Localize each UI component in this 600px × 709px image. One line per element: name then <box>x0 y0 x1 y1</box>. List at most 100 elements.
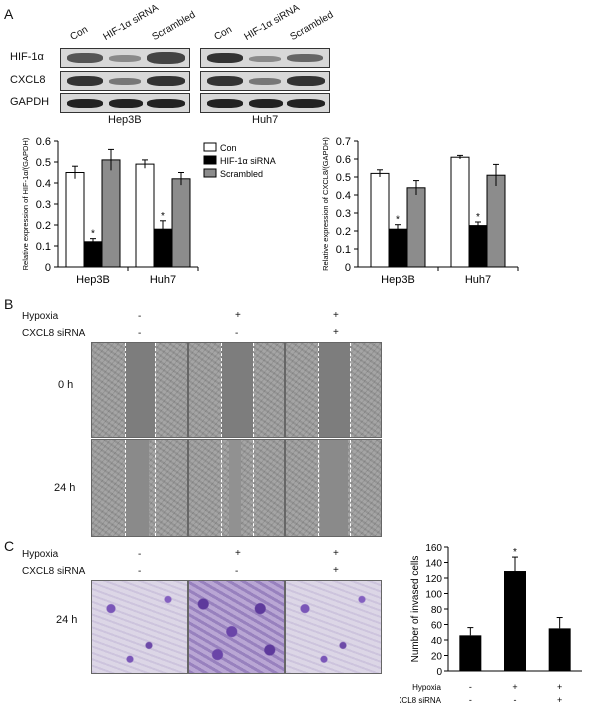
condition-label: CXCL8 siRNA <box>22 566 86 577</box>
significance-star: * <box>513 547 517 558</box>
condition-mark: + <box>235 310 241 321</box>
panel-label-c: C <box>4 538 15 554</box>
wound-image <box>285 439 382 537</box>
condition-label: CXCL8 siRNA <box>22 328 86 339</box>
condition-mark: + <box>235 548 241 559</box>
y-tick-label: 0.1 <box>336 244 351 256</box>
bar <box>459 635 482 671</box>
lane-label: Scrambled <box>150 9 198 43</box>
cell-line-label: Hep3B <box>108 114 142 126</box>
condition-mark: - <box>138 311 142 322</box>
y-tick-label: 0.3 <box>336 208 351 220</box>
wound-image <box>91 439 188 537</box>
condition-mark: - <box>469 682 472 692</box>
y-tick-label: 0 <box>45 262 51 274</box>
significance-star: * <box>476 212 480 223</box>
significance-star: * <box>91 229 95 240</box>
y-tick-label: 0 <box>436 667 442 678</box>
condition-mark: + <box>333 310 339 321</box>
wound-image <box>188 439 285 537</box>
wound-image <box>285 342 382 438</box>
panel-label-b: B <box>4 296 14 312</box>
y-tick-label: 60 <box>431 621 443 632</box>
bar <box>370 172 390 268</box>
cell-line-label: Huh7 <box>252 114 279 126</box>
y-axis-label: Number of invased cells <box>410 556 421 663</box>
y-tick-label: 20 <box>431 652 443 663</box>
y-tick-label: 0.3 <box>36 199 51 211</box>
condition-label: Hypoxia <box>412 683 441 692</box>
invasion-image <box>188 580 285 674</box>
x-tick-label: Hep3B <box>381 274 415 286</box>
bar <box>65 172 85 268</box>
significance-star: * <box>161 211 165 222</box>
y-tick-label: 0.2 <box>36 220 51 232</box>
bar <box>486 174 506 268</box>
x-tick-label: Huh7 <box>465 274 491 286</box>
invasion-image <box>285 580 382 674</box>
lane-label: Con <box>212 24 234 43</box>
blot-strip <box>200 93 330 113</box>
condition-mark: + <box>557 682 562 692</box>
legend-swatch <box>203 168 217 178</box>
panel-label-a: A <box>4 6 14 22</box>
legend-label: Scrambled <box>220 169 263 179</box>
time-label: 24 h <box>54 482 76 494</box>
legend-swatch <box>203 155 217 165</box>
y-tick-label: 0.2 <box>336 226 351 238</box>
condition-mark: - <box>469 695 472 705</box>
y-tick-label: 0.5 <box>36 157 51 169</box>
y-tick-label: 0.4 <box>336 190 351 202</box>
blot-strip <box>60 48 190 68</box>
y-tick-label: 160 <box>425 543 442 554</box>
condition-mark: - <box>235 566 239 577</box>
significance-star: * <box>396 215 400 226</box>
y-tick-label: 80 <box>431 605 443 616</box>
time-label: 24 h <box>56 614 78 626</box>
row-label: HIF-1α <box>10 51 44 63</box>
y-tick-label: 0 <box>345 262 351 274</box>
y-tick-label: 40 <box>431 636 443 647</box>
bar <box>135 163 155 268</box>
y-tick-label: 0.4 <box>36 178 51 190</box>
invasion-image <box>91 580 188 674</box>
legend-swatch <box>203 142 217 152</box>
condition-mark: - <box>514 695 517 705</box>
bar <box>171 178 191 268</box>
condition-mark: + <box>333 548 339 559</box>
cxcl8-expression-chart: 0 0.1 0.2 0.3 0.4 0.5 0.6 0.7 Relative expressio… <box>321 136 519 286</box>
condition-mark: - <box>138 566 142 577</box>
y-tick-label: 0.6 <box>36 136 51 148</box>
blot-strip <box>60 93 190 113</box>
y-axis-label: Relative expression of CXCL8/(GAPDH) <box>321 137 330 271</box>
y-tick-label: 140 <box>425 559 442 570</box>
condition-mark: + <box>512 682 517 692</box>
y-tick-label: 0.5 <box>336 172 351 184</box>
invaded-cells-chart: 0 20 40 60 80 100 120 140 160 Number of invased c… <box>400 543 582 705</box>
bar <box>548 628 571 671</box>
blot-strip <box>60 71 190 91</box>
y-axis-label: Relative expression of HIF-1α/(GAPDH) <box>21 137 30 270</box>
lane-label: Con <box>68 24 90 43</box>
y-tick-label: 0.6 <box>336 154 351 166</box>
blot-strip <box>200 71 330 91</box>
bar <box>468 225 488 268</box>
row-label: GAPDH <box>10 96 50 108</box>
bar <box>504 571 526 671</box>
bar <box>83 241 103 268</box>
condition-mark: - <box>138 328 142 339</box>
x-tick-label: Hep3B <box>76 274 110 286</box>
bar <box>450 156 470 268</box>
condition-mark: + <box>333 565 339 576</box>
blot-strip <box>200 48 330 68</box>
legend-label: Con <box>220 143 237 153</box>
bar <box>406 187 426 268</box>
y-tick-label: 0.7 <box>336 136 351 148</box>
condition-label: Hypoxia <box>22 549 59 560</box>
bar <box>101 159 121 268</box>
wound-image <box>188 342 285 438</box>
hif1a-expression-chart: 0 0.1 0.2 0.3 0.4 0.5 0.6 Relative expression o… <box>21 136 276 286</box>
condition-mark: - <box>138 549 142 560</box>
row-label: CXCL8 <box>10 74 46 86</box>
condition-mark: + <box>333 327 339 338</box>
